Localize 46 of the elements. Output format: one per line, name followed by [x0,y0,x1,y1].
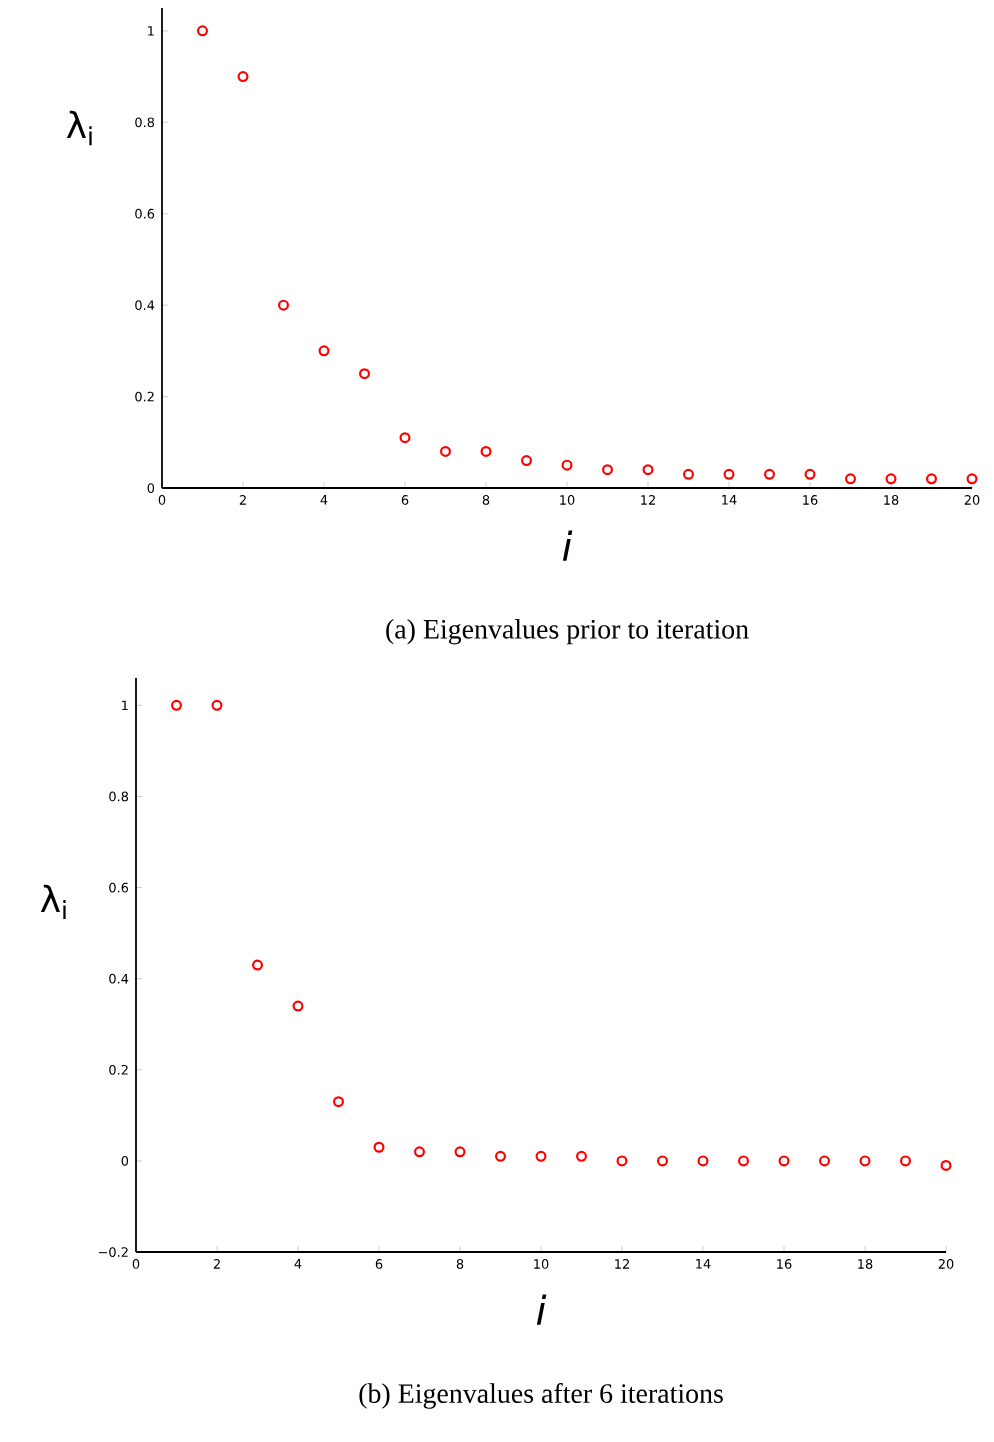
point [278,299,290,311]
point [535,1150,547,1162]
point [454,1146,466,1158]
point [237,71,249,83]
point [521,455,533,467]
point [616,1155,628,1167]
point [359,368,371,380]
point [778,1155,790,1167]
point [940,1159,952,1171]
point [440,445,452,457]
point [561,459,573,471]
point [642,464,654,476]
point [657,1155,669,1167]
point [723,468,735,480]
point [414,1146,426,1158]
point [885,473,897,485]
point [292,1000,304,1012]
point [859,1155,871,1167]
point [333,1096,345,1108]
point [900,1155,912,1167]
point [819,1155,831,1167]
point [252,959,264,971]
point [373,1141,385,1153]
text: (b) Eigenvalues after 6 iterations [359,1383,723,1409]
point [171,699,183,711]
point [804,468,816,480]
y-axis-title: λ$_{i}$ [40,884,66,920]
point [576,1150,588,1162]
point [602,464,614,476]
point [738,1155,750,1167]
text: (a) Eigenvalues prior to iteration [386,619,749,645]
point [683,468,695,480]
point [966,473,978,485]
point [845,473,857,485]
point [926,473,938,485]
y-axis-title: λ$_{i}$ [66,110,92,146]
point [211,699,223,711]
point [697,1155,709,1167]
point [318,345,330,357]
point [399,432,411,444]
point [480,445,492,457]
point [764,468,776,480]
point [197,25,209,37]
x-axis-title: i [562,530,573,561]
point [495,1150,507,1162]
x-axis-title: i [536,1294,547,1325]
